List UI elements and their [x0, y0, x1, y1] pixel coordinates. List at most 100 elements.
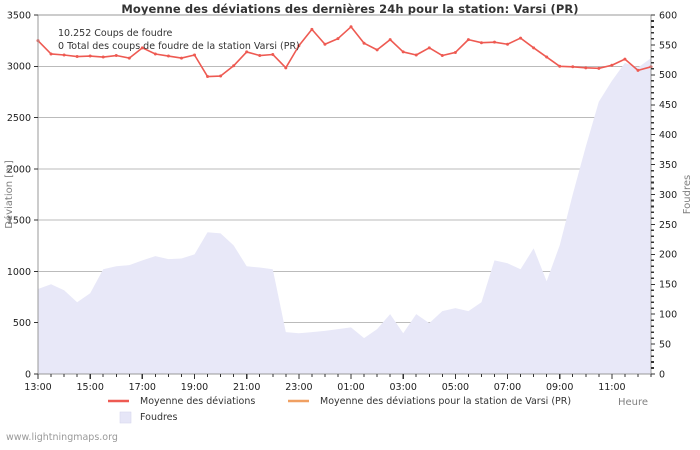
- y2-axis-tick-label: 300: [659, 190, 677, 201]
- chart-title: Moyenne des déviations des dernières 24h…: [121, 2, 579, 16]
- y-axis-tick-label: 1000: [7, 267, 31, 278]
- annotation-station-strokes: 0 Total des coups de foudre de la statio…: [58, 41, 300, 52]
- data-point: [479, 41, 483, 45]
- lightning-area-path: [38, 58, 651, 374]
- data-point: [349, 25, 353, 29]
- y2-axis-tick-label: 200: [659, 250, 677, 261]
- y2-axis-tick-label: 450: [659, 100, 677, 111]
- x-axis-tick-label: 05:00: [442, 382, 469, 393]
- data-point: [427, 46, 431, 50]
- data-point: [558, 64, 562, 68]
- x-axis-tick-label: 01:00: [337, 382, 364, 393]
- data-point: [506, 42, 510, 46]
- data-point: [153, 52, 157, 56]
- legend-item[interactable]: Moyenne des déviations: [108, 396, 255, 407]
- y2-axis-tick-label: 500: [659, 70, 677, 81]
- data-point: [597, 66, 601, 70]
- data-point: [101, 55, 105, 59]
- data-point: [88, 54, 92, 58]
- data-point: [336, 37, 340, 41]
- y2-axis-tick-label: 0: [659, 369, 665, 380]
- data-point: [258, 54, 262, 58]
- data-point: [571, 65, 575, 69]
- data-point: [245, 50, 249, 54]
- data-point: [519, 36, 523, 40]
- axis-ticks: 0 500 1000 1500 2000 2500 3000 3500 0 50 100 150 200…: [7, 10, 677, 393]
- x-axis-tick-label: 13:00: [24, 382, 51, 393]
- data-point: [49, 52, 53, 56]
- y2-axis-tick-label: 550: [659, 40, 677, 51]
- x-axis-tick-label: 17:00: [129, 382, 156, 393]
- data-point: [453, 50, 457, 54]
- data-point: [414, 53, 418, 57]
- legend-label: Foudres: [140, 412, 178, 423]
- data-point: [62, 53, 66, 57]
- legend-label: Moyenne des déviations pour la station d…: [320, 396, 571, 407]
- data-point: [271, 52, 275, 56]
- x-axis-tick-label: 15:00: [77, 382, 104, 393]
- legend-item[interactable]: Moyenne des déviations pour la station d…: [288, 396, 571, 407]
- data-point: [375, 48, 379, 52]
- data-point: [388, 38, 392, 42]
- data-point: [127, 56, 131, 60]
- annotation-total-strokes: 10.252 Coups de foudre: [58, 28, 173, 39]
- y2-axis-tick-label: 150: [659, 280, 677, 291]
- data-point: [232, 64, 236, 68]
- y-axis-tick-label: 2500: [7, 113, 31, 124]
- legend-item[interactable]: Foudres: [119, 411, 178, 424]
- data-point: [193, 53, 197, 57]
- y-axis-title: Déviation [m]: [3, 160, 15, 229]
- data-point: [440, 54, 444, 58]
- y-axis-tick-label: 1500: [7, 216, 31, 227]
- y-axis-tick-label: 2000: [7, 164, 31, 175]
- y-axis-tick-label: 3500: [7, 10, 31, 21]
- data-point: [636, 68, 640, 72]
- data-point: [610, 63, 614, 67]
- x-axis-tick-label: 21:00: [233, 382, 260, 393]
- watermark: www.lightningmaps.org: [6, 432, 118, 443]
- y-axis-tick-label: 3000: [7, 62, 31, 73]
- legend-label: Moyenne des déviations: [140, 396, 255, 407]
- y2-axis-tick-label: 600: [659, 10, 677, 21]
- data-point: [323, 42, 327, 46]
- deviation-line-path: [37, 25, 652, 78]
- data-point: [114, 54, 118, 58]
- data-point: [623, 57, 627, 61]
- data-point: [219, 74, 223, 78]
- data-point: [310, 27, 314, 31]
- data-point: [545, 55, 549, 59]
- data-point: [206, 75, 210, 79]
- x-axis-tick-label: 03:00: [390, 382, 417, 393]
- y2-axis-title: Foudres: [682, 175, 693, 214]
- data-point: [401, 50, 405, 54]
- deviation-line-series: [36, 25, 653, 79]
- y2-axis-tick-label: 250: [659, 220, 677, 231]
- y-axis-tick-label: 500: [13, 318, 31, 329]
- x-axis-tick-label: 07:00: [494, 382, 521, 393]
- data-point: [362, 41, 366, 45]
- data-point: [532, 46, 536, 50]
- data-point: [297, 44, 301, 48]
- x-axis-tick-label: 23:00: [285, 382, 312, 393]
- y2-axis-tick-label: 50: [659, 340, 671, 351]
- x-axis-tick-label: 09:00: [546, 382, 573, 393]
- data-point: [179, 56, 183, 60]
- axis-labels: Déviation [m] Foudres Heure: [3, 160, 693, 408]
- y2-axis-tick-label: 350: [659, 160, 677, 171]
- lightning-area-series: [38, 58, 651, 374]
- x-axis-tick-label: 19:00: [181, 382, 208, 393]
- y2-axis-tick-label: 100: [659, 310, 677, 321]
- x-axis-tick-label: 11:00: [598, 382, 625, 393]
- data-point: [492, 40, 496, 44]
- chart-legend: Moyenne des déviations Moyenne des déviat…: [108, 396, 571, 424]
- data-point: [75, 55, 79, 59]
- data-point: [166, 54, 170, 58]
- legend-swatch-square: [119, 411, 132, 424]
- data-point: [140, 46, 144, 50]
- y2-axis-tick-label: 400: [659, 130, 677, 141]
- x-axis-title: Heure: [618, 397, 648, 408]
- data-point: [466, 38, 470, 42]
- y-axis-tick-label: 0: [25, 369, 31, 380]
